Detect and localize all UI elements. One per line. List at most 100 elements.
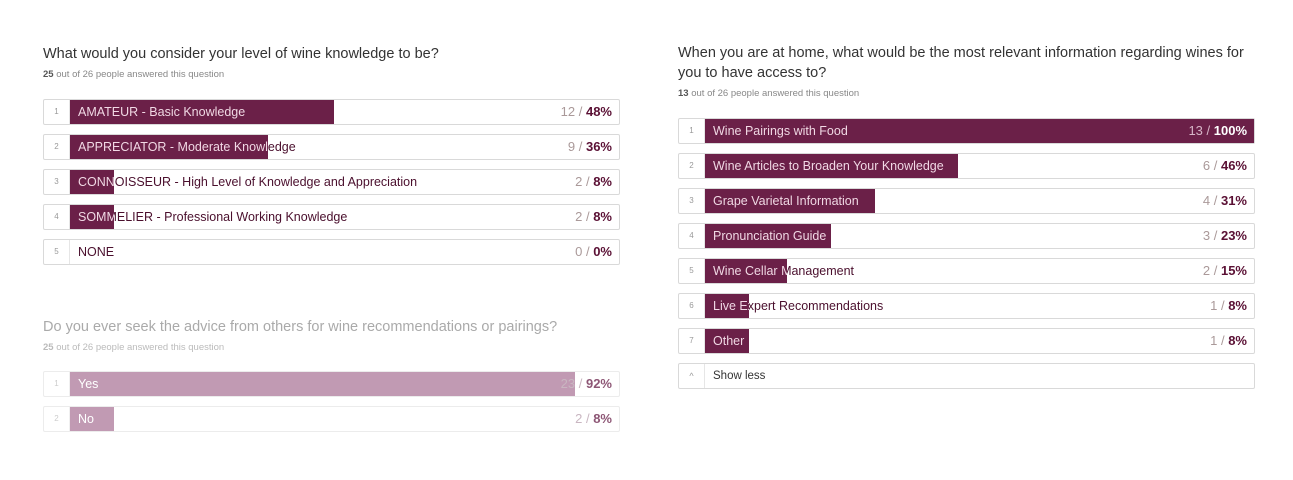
answer-bar-track: Wine Cellar Management 2 / 15% Wine Cellar… xyxy=(705,259,1254,283)
answer-bar-fill xyxy=(705,224,832,248)
answer-row: 2 Wine Articles to Broaden Your Knowledge… xyxy=(678,153,1255,179)
answer-bar-fill xyxy=(705,294,749,318)
answer-label-on-bar: AMATEUR - Basic Knowledge xyxy=(78,105,246,119)
answer-number: 5 xyxy=(44,240,70,264)
show-less-label: Show less xyxy=(713,370,766,382)
answer-stat: 2 / 8% xyxy=(575,209,612,224)
answer-count: 13 xyxy=(1188,123,1203,138)
answer-percent: 8% xyxy=(593,174,612,189)
answer-number: 4 xyxy=(679,224,705,248)
question-card-wine-knowledge: What would you consider your level of wi… xyxy=(43,44,620,265)
answer-percent: 36% xyxy=(585,139,612,154)
answer-label: Wine Cellar Management xyxy=(713,264,855,278)
answer-percent: 0% xyxy=(593,244,612,259)
answer-bar-fill xyxy=(705,189,876,213)
answer-number: 2 xyxy=(679,154,705,178)
answer-count: 23 xyxy=(560,376,576,391)
answer-number: 1 xyxy=(679,119,705,143)
answer-label-on-bar: APPRECIATOR - Moderate Knowledge xyxy=(78,140,296,154)
answer-stat: 13 / 100% xyxy=(1188,123,1247,138)
answer-bar-fill xyxy=(705,119,1254,143)
answer-stat: 1 / 8% xyxy=(1210,298,1247,313)
answer-bar-fill xyxy=(705,329,749,353)
answer-bar-track: Other 1 / 8% Other xyxy=(705,329,1254,353)
show-less-button[interactable]: ^ Show less xyxy=(678,363,1255,389)
answer-number: 1 xyxy=(44,372,70,396)
answer-percent: 8% xyxy=(1228,333,1247,348)
answer-bar-fill xyxy=(70,205,114,229)
answer-row: 1 AMATEUR - Basic Knowledge 12 / 48% AMATEU… xyxy=(43,99,620,125)
answer-bar-track: APPRECIATOR - Moderate Knowledge 9 / 36% A… xyxy=(70,135,619,159)
answer-number: 2 xyxy=(44,135,70,159)
answer-number: 7 xyxy=(679,329,705,353)
answer-number: 3 xyxy=(44,170,70,194)
answered-count: 25 out of 26 people answered this questi… xyxy=(43,342,225,353)
answer-count: 4 xyxy=(1202,193,1211,208)
answer-label: SOMMELIER - Professional Working Knowled… xyxy=(78,210,348,224)
answer-bar-fill xyxy=(70,135,268,159)
answer-percent: 46% xyxy=(1220,158,1247,173)
answer-percent: 8% xyxy=(593,411,612,426)
answer-count: 6 xyxy=(1202,158,1211,173)
answer-stat: 2 / 8% xyxy=(575,411,612,426)
answer-number: 2 xyxy=(44,407,70,431)
answer-stat: 6 / 46% xyxy=(1202,158,1247,173)
answer-label-on-bar: Grape Varietal Information xyxy=(713,194,859,208)
answer-percent: 31% xyxy=(1220,193,1247,208)
answer-label: Other xyxy=(713,334,745,348)
question-card-seek-advice: Do you ever seek the advice from others … xyxy=(43,317,620,432)
answer-label: Live Expert Recommendations xyxy=(713,299,884,313)
chevron-up-icon: ^ xyxy=(679,364,705,388)
answer-bar-track: Yes 23 / 92% xyxy=(70,372,619,396)
answer-row: 6 Live Expert Recommendations 1 / 8% Live E… xyxy=(678,293,1255,319)
answer-label: APPRECIATOR - Moderate Knowledge xyxy=(78,140,296,154)
answer-stat: 1 / 8% xyxy=(1210,333,1247,348)
answer-count: 2 xyxy=(575,411,583,426)
answer-row: 1 Wine Pairings with Food 13 / 100% Wine Pa… xyxy=(678,118,1255,144)
answer-label: Wine Articles to Broaden Your Knowledge xyxy=(713,159,944,173)
answer-row: 5 NONE 0 / 0% NONE xyxy=(43,239,620,265)
answer-row: 7 Other 1 / 8% Other xyxy=(678,328,1255,354)
question-title: What would you consider your level of wi… xyxy=(43,46,439,62)
answer-number: 5 xyxy=(679,259,705,283)
answer-count: 1 xyxy=(1210,333,1218,348)
answer-label: NONE xyxy=(78,245,115,259)
answer-stat: 2 / 15% xyxy=(1202,263,1247,278)
answer-bar-fill xyxy=(70,100,334,124)
answer-percent: 15% xyxy=(1220,263,1247,278)
answer-bar-track: Live Expert Recommendations 1 / 8% Live Ex… xyxy=(705,294,1254,318)
answer-row: 1 Yes 23 / 92% xyxy=(43,371,620,397)
answer-label: Pronunciation Guide xyxy=(713,229,827,243)
answer-row: 3 CONNOISSEUR - High Level of Knowledge a… xyxy=(43,169,620,195)
answer-stat: 23 / 92% xyxy=(560,376,612,391)
answer-bar-track: Wine Articles to Broaden Your Knowledge 6… xyxy=(705,154,1254,178)
answer-bar-track: Grape Varietal Information 4 / 31% Grape V… xyxy=(705,189,1254,213)
answer-label-on-bar: Other xyxy=(713,334,745,348)
answer-row: 3 Grape Varietal Information 4 / 31% Grape … xyxy=(678,188,1255,214)
answer-number: 4 xyxy=(44,205,70,229)
answer-stat: 12 / 48% xyxy=(560,104,612,119)
answer-label: Grape Varietal Information xyxy=(713,194,859,208)
answer-percent: 8% xyxy=(1228,298,1247,313)
answer-count: 2 xyxy=(575,174,583,189)
answer-percent: 8% xyxy=(593,209,612,224)
answer-count: 1 xyxy=(1210,298,1218,313)
answer-label: AMATEUR - Basic Knowledge xyxy=(78,105,246,119)
answer-bar-track: SOMMELIER - Professional Working Knowled… xyxy=(70,205,619,229)
answered-count: 13 out of 26 people answered this questi… xyxy=(678,88,860,99)
answered-count: 25 out of 26 people answered this questi… xyxy=(43,69,225,80)
answer-label: Yes xyxy=(78,377,99,391)
answer-stat: 4 / 31% xyxy=(1202,193,1247,208)
answer-row: 5 Wine Cellar Management 2 / 15% Wine Cella… xyxy=(678,258,1255,284)
answer-percent: 48% xyxy=(585,104,612,119)
answer-bar-fill xyxy=(70,170,114,194)
question-card-home-information: When you are at home, what would be the … xyxy=(678,43,1255,389)
answer-count: 9 xyxy=(567,139,576,154)
answer-percent: 100% xyxy=(1213,123,1247,138)
answer-label-on-bar: Wine Pairings with Food xyxy=(713,124,848,138)
question-title: When you are at home, what would be the … xyxy=(678,45,1244,81)
answer-bar-track: Wine Pairings with Food 13 / 100% Wine Pai… xyxy=(705,119,1254,143)
answer-bar-fill xyxy=(70,372,576,396)
answer-row: 2 APPRECIATOR - Moderate Knowledge 9 / 36%… xyxy=(43,134,620,160)
answer-label: No xyxy=(78,412,94,426)
